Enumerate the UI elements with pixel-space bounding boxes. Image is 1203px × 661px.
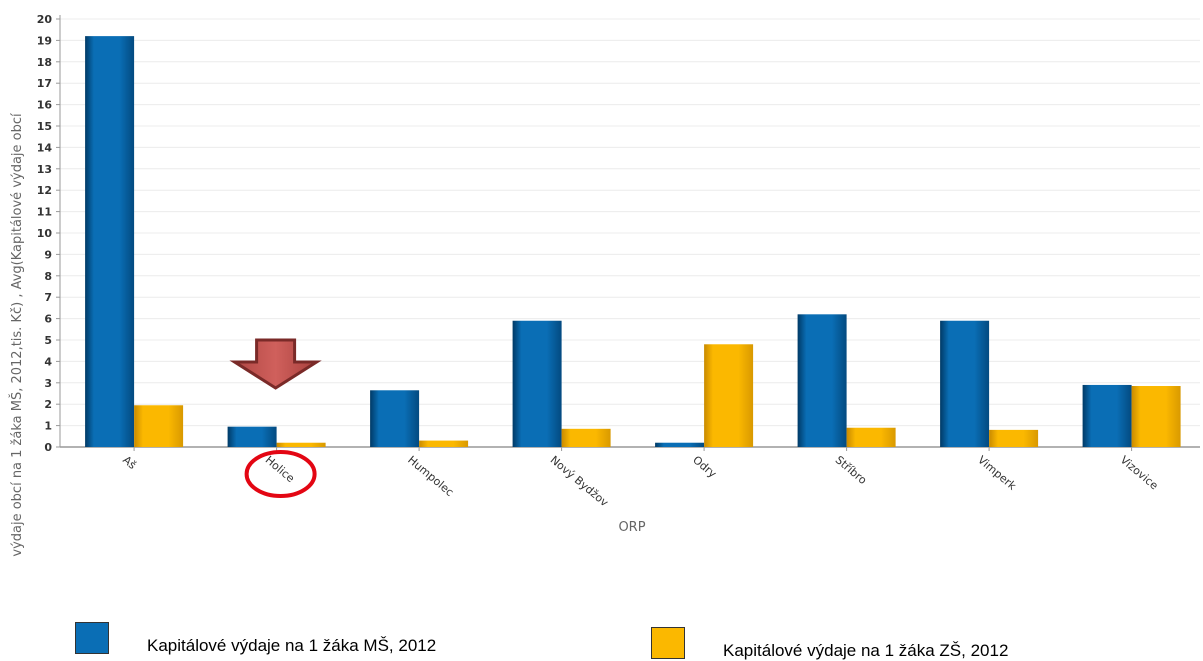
y-tick-label: 8 [44,270,52,283]
bar-ms [85,36,135,448]
bar-zs [561,428,611,447]
y-tick-label: 12 [37,184,52,197]
y-tick-label: 10 [37,227,53,240]
bar-ms [797,314,847,447]
bar-zs [1131,386,1181,447]
highlight-circle [244,450,317,498]
y-tick-label: 11 [37,206,52,219]
bar-ms [1082,384,1132,447]
y-tick-label: 18 [37,56,52,69]
x-tick-label: Aš [120,453,139,472]
x-tick-label: Holice [263,453,298,485]
bar-ms [227,426,277,447]
legend-label-zs: Kapitálové výdaje na 1 žáka ZŠ, 2012 [723,641,1009,660]
bar-zs [419,440,469,447]
bar-zs [989,429,1039,447]
x-tick-label: Vimperk [975,453,1019,493]
y-tick-label: 15 [37,120,52,133]
x-tick-label: Stříbro [833,453,870,487]
y-tick-label: 0 [44,441,52,454]
x-axis-label: ORP [618,520,645,535]
annotations [229,338,322,498]
y-tick-label: 20 [37,13,53,26]
y-tick-label: 9 [44,248,52,261]
y-tick-label: 2 [44,398,52,411]
y-tick-label: 6 [44,313,52,326]
bars [85,36,1181,448]
bar-zs [846,427,896,447]
y-tick-label: 5 [44,334,52,347]
y-tick-label: 19 [37,34,52,47]
bar-ms [512,320,562,447]
y-tick-label: 16 [37,99,53,112]
y-tick-label: 14 [37,141,53,154]
x-tick-label: Vizovice [1118,453,1161,492]
x-tick-label: Odry [690,453,719,480]
bar-zs [704,344,754,447]
bar-ms [655,442,705,447]
y-tick-label: 7 [44,291,52,304]
y-axis-label: výdaje obcí na 1 žáka MŠ, 2012,tis. Kč) … [9,113,25,557]
legend-item-ms: Kapitálové výdaje na 1 žáka MŠ, 2012 [75,622,436,656]
y-tick-label: 17 [37,77,52,90]
bar-ms [370,390,420,447]
bar-zs [134,405,184,447]
y-tick-label: 3 [44,377,52,390]
gridlines [60,18,1200,427]
legend-swatch-ms [75,622,109,654]
y-tick-label: 1 [44,420,52,433]
x-tick-label: Nový Bydžov [548,453,612,509]
x-tick-label: Humpolec [405,453,456,499]
legend-swatch-zs [651,627,685,659]
bar-zs [276,442,326,447]
down-arrow-icon [229,338,322,390]
legend-item-zs: Kapitálové výdaje na 1 žáka ZŠ, 2012 [651,627,1008,661]
legend-label-ms: Kapitálové výdaje na 1 žáka MŠ, 2012 [147,636,437,655]
y-tick-label: 4 [44,355,52,368]
y-tick-label: 13 [37,163,52,176]
bar-ms [940,320,990,447]
